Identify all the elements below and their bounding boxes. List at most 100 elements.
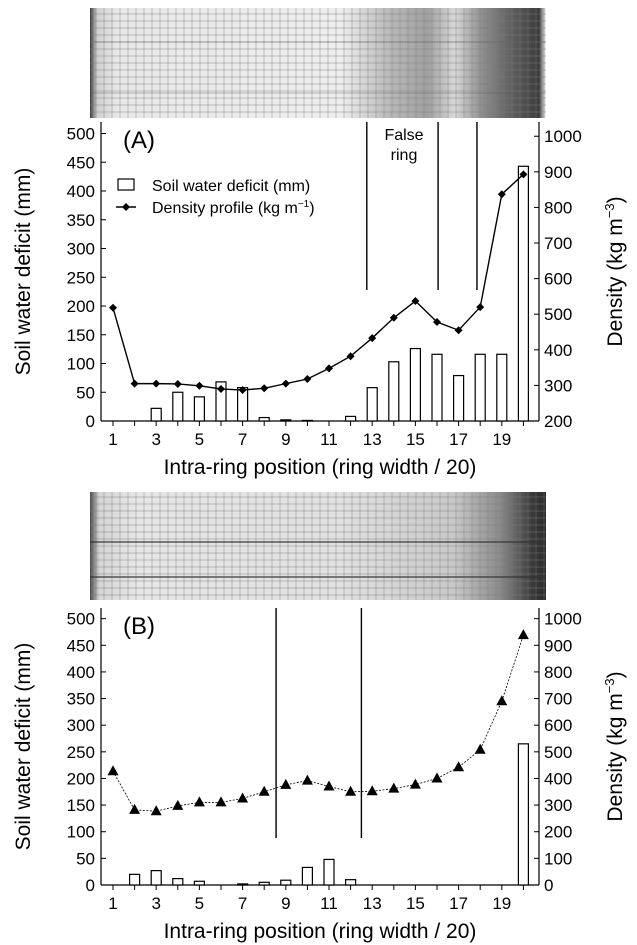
panel-label: (B) <box>123 613 155 640</box>
annotation-text: ring <box>391 147 418 164</box>
legend-bar-swatch <box>117 178 135 191</box>
bar <box>193 396 205 422</box>
y2-tick-label: 200 <box>544 823 572 842</box>
x-tick-label: 5 <box>195 430 204 449</box>
density-point <box>237 792 249 803</box>
density-point <box>388 782 400 793</box>
bar <box>150 407 162 422</box>
x-tick-label: 11 <box>320 430 338 449</box>
x-tick-label: 3 <box>151 430 160 449</box>
x-tick-label: 13 <box>363 430 382 449</box>
density-point <box>193 796 205 807</box>
x-tick-label: 9 <box>281 894 290 913</box>
bar <box>474 353 486 422</box>
y-tick-label: 400 <box>67 182 95 201</box>
density-point <box>433 318 441 327</box>
y-tick-label: 350 <box>67 211 95 230</box>
bar <box>215 381 227 422</box>
y-tick-label: 50 <box>76 383 95 402</box>
density-point <box>346 352 355 361</box>
y2-tick-label: 1000 <box>544 610 582 629</box>
density-point <box>345 785 357 796</box>
density-point <box>496 695 508 706</box>
density-point <box>260 384 269 393</box>
legend-label-line: Density profile (kg m−1) <box>152 199 315 217</box>
x-tick-label: 19 <box>492 894 511 913</box>
y-tick-label: 500 <box>67 125 95 144</box>
y2-tick-label: 100 <box>544 849 572 868</box>
legend: Soil water deficit (mm) Density profile (… <box>116 178 315 217</box>
y-tick-label: 50 <box>76 849 95 868</box>
bar <box>172 878 184 886</box>
density-point <box>150 805 162 816</box>
density-point <box>409 778 421 789</box>
y2-tick-label: 700 <box>544 234 572 253</box>
bar <box>258 881 270 886</box>
density-point <box>454 326 463 335</box>
x-tick-label: 5 <box>195 894 204 913</box>
y2-tick-label: 900 <box>544 163 572 182</box>
bar <box>258 416 270 422</box>
density-point <box>107 765 119 776</box>
density-point <box>215 796 227 807</box>
bar <box>345 879 357 886</box>
density-point <box>474 743 486 754</box>
density-point <box>130 379 139 388</box>
y-tick-label: 0 <box>86 876 95 895</box>
annotation-text: False <box>384 127 423 144</box>
x-axis-label: Intra-ring position (ring width / 20) <box>164 920 477 943</box>
density-point <box>431 772 443 783</box>
y-tick-label: 100 <box>67 355 95 374</box>
y-tick-label: 300 <box>67 716 95 735</box>
density-point <box>389 313 398 322</box>
density-point <box>173 379 182 388</box>
density-point <box>195 381 204 390</box>
bar <box>517 743 530 886</box>
y-tick-label: 150 <box>67 326 95 345</box>
y2-tick-label: 600 <box>544 270 572 289</box>
x-tick-label: 13 <box>363 894 382 913</box>
bar <box>301 419 313 422</box>
legend-line-marker <box>122 203 130 211</box>
density-point <box>238 386 247 395</box>
panel-label: (A) <box>123 127 155 154</box>
density-point <box>109 303 117 312</box>
y-tick-label: 250 <box>67 743 95 762</box>
y-tick-label: 400 <box>67 663 95 682</box>
y-tick-label: 450 <box>67 636 95 655</box>
bar <box>366 387 378 422</box>
y2-tick-label: 700 <box>544 690 572 709</box>
x-tick-label: 15 <box>406 894 425 913</box>
y2-tick-label: 300 <box>544 796 572 815</box>
bar <box>453 374 465 422</box>
density-point <box>411 297 420 306</box>
density-point <box>129 803 141 814</box>
density-point <box>476 303 485 312</box>
x-tick-label: 11 <box>320 894 338 913</box>
bar <box>388 361 400 422</box>
bar <box>150 870 162 886</box>
bar <box>280 879 292 886</box>
bar <box>323 858 335 886</box>
bar <box>172 391 184 422</box>
x-tick-label: 3 <box>151 894 160 913</box>
bar <box>496 353 508 422</box>
density-point <box>517 629 529 640</box>
bar <box>280 419 292 422</box>
y-axis-label: Soil water deficit (mm) <box>12 643 35 851</box>
x-tick-label: 9 <box>281 430 290 449</box>
x-tick-label: 1 <box>108 894 117 913</box>
chart-panel-b: 0 50 100 150 200 250 300 350 400 450 500 0 100 200 300… <box>12 608 627 943</box>
x-tick-label: 7 <box>238 430 247 449</box>
y2-tick-label: 600 <box>544 716 572 735</box>
density-point <box>217 384 225 393</box>
x-tick-label: 17 <box>449 430 468 449</box>
x-tick-label: 15 <box>406 430 425 449</box>
x-tick-label: 7 <box>238 894 247 913</box>
x-tick-label: 19 <box>492 430 511 449</box>
bar <box>345 415 357 422</box>
bar <box>129 873 141 886</box>
y-tick-label: 0 <box>86 412 95 431</box>
y-tick-label: 200 <box>67 297 95 316</box>
y2-tick-label: 500 <box>544 743 572 762</box>
